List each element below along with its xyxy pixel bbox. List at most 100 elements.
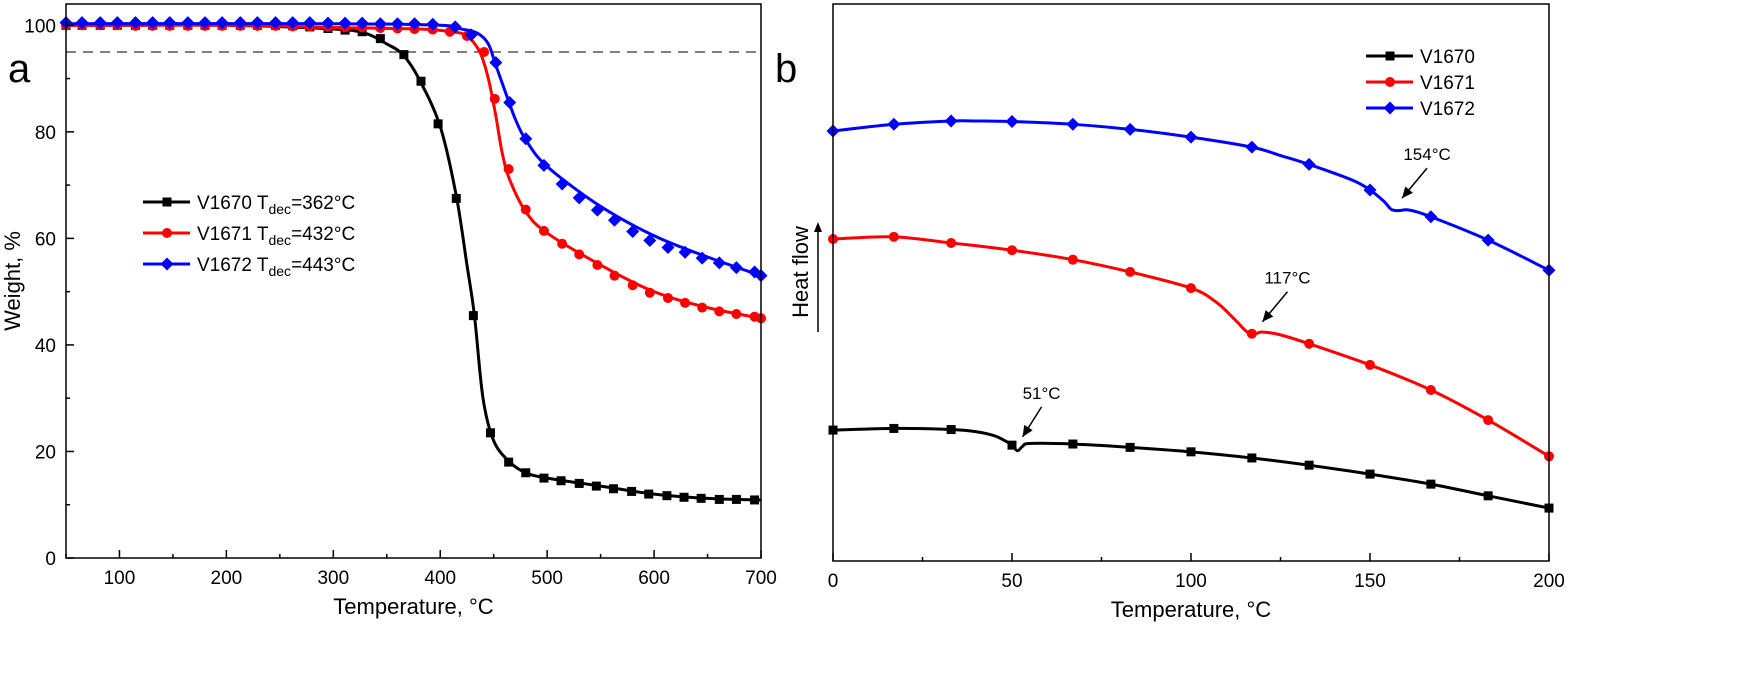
- data-point-V1670-33: [644, 489, 654, 499]
- data-point-V1672-5: [1123, 122, 1137, 136]
- data-point-V1671-34: [644, 287, 655, 298]
- data-point-V1672-17: [355, 16, 369, 30]
- data-point-V1672-10: [233, 16, 247, 30]
- series-V1672: [59, 16, 768, 283]
- x-axis-label: Temperature, °C: [1111, 597, 1272, 622]
- data-point-V1670-35: [679, 492, 689, 502]
- chart-panel-b: 0 50 100 150 200 Temperature, °C Heat flow b V16…: [775, 3, 1565, 622]
- x-tick-label: 700: [745, 568, 777, 589]
- data-point-V1672-16: [338, 16, 352, 30]
- data-point-V1671-33: [627, 280, 638, 291]
- plot-frame: [65, 3, 762, 559]
- data-point-V1671-38: [714, 306, 725, 317]
- data-point-V1670-29: [574, 478, 584, 488]
- x-tick-label: 500: [531, 568, 563, 589]
- series-line-V1672: [832, 119, 1550, 272]
- legend-label-V1670: V1670 Tdec=362°C: [197, 193, 355, 217]
- data-point-V1672-19: [390, 17, 404, 31]
- y-axis-label: Heat flow: [788, 226, 813, 318]
- x-tick-label: 100: [1175, 571, 1207, 592]
- heat-flow-arrow-head: [814, 222, 822, 232]
- series-line-V1672: [65, 22, 762, 278]
- data-point-V1670-22: [451, 193, 461, 203]
- y-tick-label: 0: [45, 549, 56, 570]
- data-point-V1672-12: [269, 16, 283, 30]
- data-point-V1672-15: [321, 16, 335, 30]
- data-point-V1670-21: [433, 119, 443, 129]
- data-point-V1672-21: [426, 17, 440, 31]
- data-point-V1672-8: [1302, 157, 1316, 171]
- data-point-V1671-26: [503, 164, 514, 175]
- data-point-V1671-36: [680, 297, 691, 308]
- data-point-V1672-8: [198, 16, 212, 30]
- data-point-V1671-1: [888, 231, 899, 242]
- data-point-V1672-33: [643, 234, 657, 248]
- legend-label-V1671: V1671: [1420, 73, 1475, 94]
- series-V1671: [828, 231, 1554, 462]
- data-point-V1670-7: [1247, 453, 1257, 463]
- data-point-V1672-3: [1005, 115, 1019, 129]
- data-point-V1670-34: [662, 491, 672, 501]
- legend-marker-V1672: [160, 257, 174, 271]
- data-point-V1672-26: [519, 132, 533, 146]
- data-point-V1670-11: [1483, 491, 1493, 501]
- data-point-V1672-31: [608, 213, 622, 227]
- x-tick-label: 50: [1001, 571, 1022, 592]
- data-point-V1670-4: [1068, 439, 1078, 449]
- data-point-V1672-29: [572, 191, 586, 205]
- data-point-V1670-9: [1365, 469, 1375, 479]
- data-point-V1671-5: [1125, 266, 1136, 277]
- legend-marker-V1670: [162, 197, 172, 207]
- data-point-V1672-32: [626, 224, 640, 238]
- data-point-V1670-2: [946, 425, 956, 435]
- data-point-V1671-9: [1365, 359, 1375, 370]
- data-point-V1670-31: [608, 484, 618, 494]
- data-point-V1671-37: [697, 302, 708, 313]
- data-point-V1670-23: [468, 311, 478, 321]
- data-point-V1670-36: [696, 493, 706, 503]
- chart-panel-a: 100 200 300 400 500 600 700 0 20 40 60 80 100 Tempera…: [0, 3, 777, 619]
- data-point-V1672-30: [590, 203, 604, 217]
- series-V1671: [61, 20, 766, 324]
- series-line-V1670: [65, 23, 762, 502]
- annotation-label: 51°C: [1023, 384, 1061, 403]
- x-tick-label: 200: [211, 568, 243, 589]
- data-point-V1672-27: [537, 158, 551, 172]
- data-point-V1672-4: [129, 16, 142, 30]
- data-point-V1670-37: [714, 494, 724, 504]
- series-line-V1670: [832, 426, 1550, 510]
- data-point-V1670-19: [399, 50, 409, 60]
- data-point-V1672-34: [661, 240, 675, 254]
- legend-marker-V1671: [162, 228, 172, 238]
- data-point-V1670-18: [375, 34, 385, 44]
- data-point-V1672-23: [464, 28, 478, 42]
- data-point-V1672-38: [729, 261, 743, 275]
- legend-marker-V1670: [1385, 51, 1395, 61]
- data-point-V1670-20: [416, 76, 426, 86]
- panel-label: b: [775, 47, 797, 91]
- data-point-V1671-31: [592, 260, 603, 271]
- y-tick-label: 100: [24, 16, 56, 37]
- data-point-V1671-6: [1186, 283, 1196, 294]
- data-point-V1672-2: [93, 16, 107, 30]
- data-point-V1672-10: [1424, 210, 1438, 224]
- x-tick-label: 200: [1533, 571, 1565, 592]
- x-tick-label: 300: [317, 568, 349, 589]
- data-point-V1672-9: [215, 16, 229, 30]
- data-point-V1670-26: [521, 468, 531, 478]
- data-point-V1671-30: [574, 249, 585, 260]
- x-axis-label: Temperature, °C: [333, 594, 494, 619]
- data-point-V1671-10: [1425, 385, 1436, 396]
- series-V1670: [828, 423, 1554, 513]
- data-point-V1670-27: [539, 473, 549, 483]
- data-point-V1672-2: [944, 114, 958, 128]
- data-point-V1672-28: [555, 177, 569, 191]
- x-tick-label: 400: [424, 568, 456, 589]
- x-tick-label: 150: [1354, 571, 1386, 592]
- x-tick-label: 600: [638, 568, 670, 589]
- y-tick-label: 60: [35, 229, 56, 250]
- legend-label-V1672: V1672 Tdec=443°C: [197, 255, 355, 279]
- annotation-label: 117°C: [1264, 269, 1310, 288]
- data-point-V1672-11: [250, 16, 264, 30]
